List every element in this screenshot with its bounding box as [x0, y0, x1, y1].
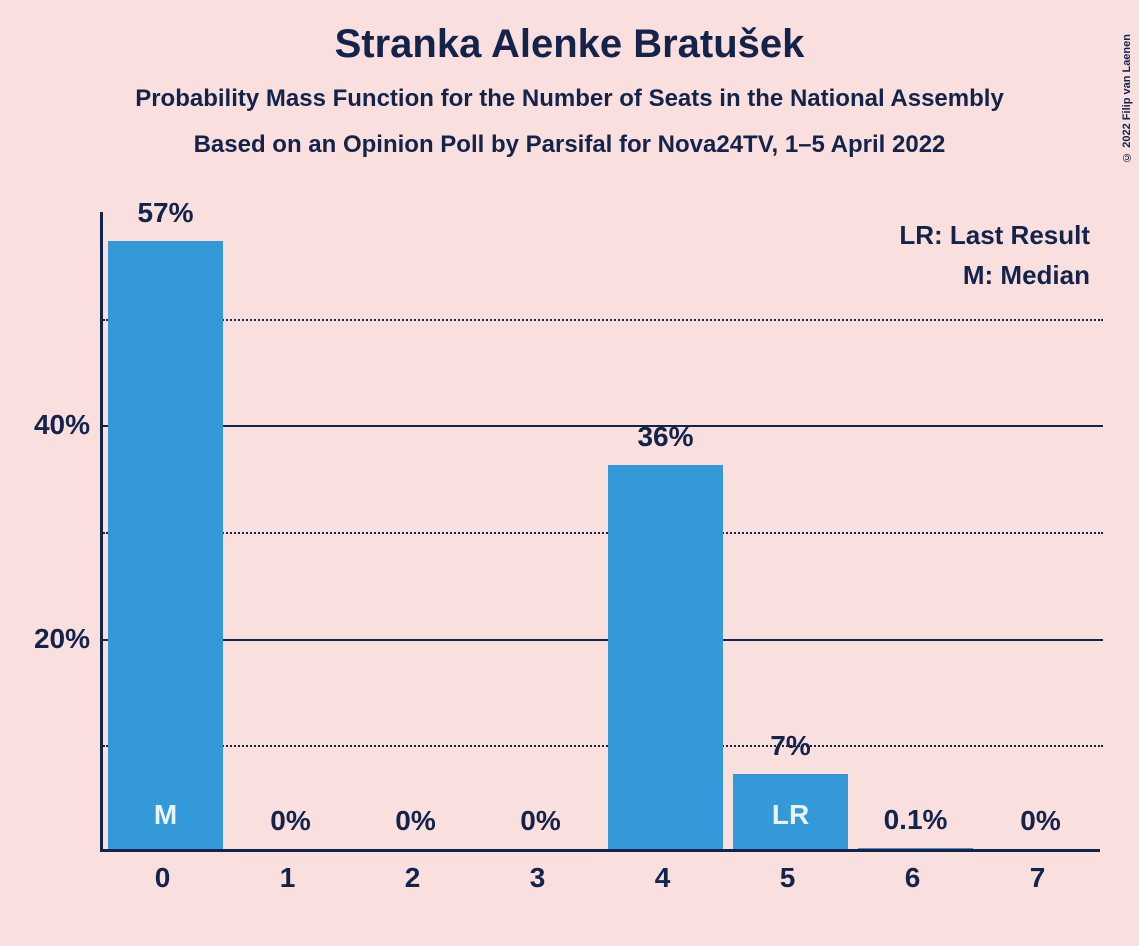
copyright-text: © 2022 Filip van Laenen — [1121, 34, 1133, 163]
gridline-minor — [103, 745, 1103, 747]
x-axis-label: 6 — [905, 862, 921, 894]
bar — [608, 465, 723, 849]
bar-value-label: 0% — [395, 805, 435, 837]
gridline-major — [103, 639, 1103, 641]
bar — [108, 241, 223, 849]
plot-area: LR: Last Result M: Median 57%M0%0%0%36%7… — [100, 212, 1100, 852]
gridline-minor — [103, 319, 1103, 321]
chart-title: Stranka Alenke Bratušek — [0, 22, 1139, 67]
y-axis-label: 20% — [34, 623, 90, 655]
chart-subtitle-2: Based on an Opinion Poll by Parsifal for… — [0, 131, 1139, 159]
x-axis-label: 3 — [530, 862, 546, 894]
x-axis-label: 5 — [780, 862, 796, 894]
bar-inner-label: LR — [772, 799, 809, 831]
x-axis-label: 2 — [405, 862, 421, 894]
bar-value-label: 0% — [1020, 805, 1060, 837]
x-axis-label: 4 — [655, 862, 671, 894]
x-axis-label: 1 — [280, 862, 296, 894]
bar-value-label: 0% — [520, 805, 560, 837]
legend-line-1: LR: Last Result — [899, 220, 1090, 251]
bar — [858, 848, 973, 849]
y-axis-label: 40% — [34, 409, 90, 441]
legend-line-2: M: Median — [963, 260, 1090, 291]
x-axis-label: 0 — [155, 862, 171, 894]
bar-value-label: 57% — [137, 197, 193, 229]
gridline-major — [103, 425, 1103, 427]
x-axis-label: 7 — [1030, 862, 1046, 894]
gridline-minor — [103, 532, 1103, 534]
chart-subtitle-1: Probability Mass Function for the Number… — [0, 85, 1139, 113]
bar-value-label: 0.1% — [884, 804, 948, 836]
bar-value-label: 0% — [270, 805, 310, 837]
bar-value-label: 7% — [770, 730, 810, 762]
bar-value-label: 36% — [637, 421, 693, 453]
bar-inner-label: M — [154, 799, 177, 831]
chart-container: LR: Last Result M: Median 5 7% M 0% 0% 0% 36% 7… — [100, 212, 1100, 892]
